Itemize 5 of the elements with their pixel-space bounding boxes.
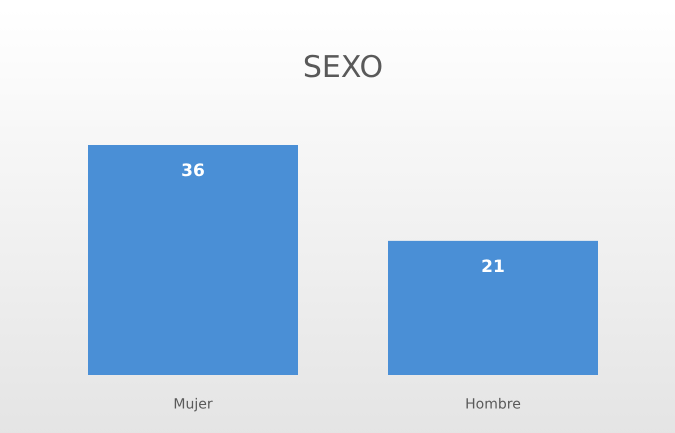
- data-label: 36: [181, 161, 205, 181]
- chart-title: SEXO: [302, 50, 384, 85]
- data-label: 21: [481, 256, 505, 277]
- x-tick-label: Hombre: [465, 396, 521, 412]
- x-tick-label: Mujer: [173, 396, 213, 412]
